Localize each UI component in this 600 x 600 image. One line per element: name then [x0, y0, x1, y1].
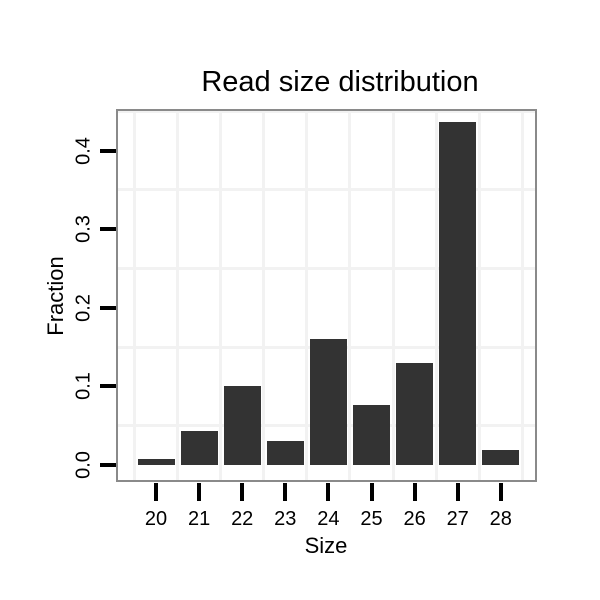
- x-tick-label: 25: [360, 508, 383, 530]
- bar-21: [180, 431, 218, 465]
- y-tick-label: 0.1: [72, 372, 95, 401]
- y-tick-mark: [100, 463, 116, 467]
- x-tick-label: 20: [144, 508, 168, 530]
- y-tick-label: 0.0: [72, 451, 95, 479]
- bar-27: [439, 122, 477, 465]
- x-tick-mark: [369, 483, 374, 501]
- minor-gridline-x: [219, 111, 223, 480]
- y-tick-label: 0.3: [72, 215, 95, 244]
- x-tick-mark: [197, 483, 202, 501]
- minor-gridline-x: [391, 111, 395, 480]
- x-tick-mark: [283, 483, 288, 501]
- plot-panel: [116, 109, 537, 482]
- x-tick-mark: [455, 483, 460, 501]
- y-tick-mark: [100, 384, 116, 389]
- minor-gridline-x: [434, 111, 438, 480]
- minor-gridline-y: [118, 188, 535, 192]
- bar-25: [353, 405, 390, 465]
- minor-gridline-y: [118, 267, 535, 270]
- bar-22: [223, 386, 261, 465]
- y-tick-label: 0.4: [72, 136, 95, 165]
- minor-gridline-x: [305, 111, 309, 480]
- x-tick-label: 26: [403, 508, 426, 530]
- x-tick-mark: [240, 483, 245, 501]
- minor-gridline-x: [348, 111, 352, 480]
- minor-gridline-x: [132, 111, 136, 480]
- bar-26: [396, 362, 434, 465]
- minor-gridline-x: [477, 111, 481, 480]
- x-tick-label: 27: [446, 508, 469, 530]
- minor-gridline-x: [262, 111, 266, 480]
- x-tick-label: 24: [317, 508, 340, 530]
- bar-24: [309, 339, 347, 465]
- y-tick-label: 0.2: [72, 293, 95, 322]
- y-tick-mark: [100, 305, 116, 310]
- x-axis-title: Size: [304, 533, 348, 558]
- chart-title: Read size distribution: [201, 66, 479, 98]
- minor-gridline-y: [118, 109, 535, 113]
- minor-gridline-x: [520, 111, 524, 480]
- x-tick-mark: [326, 483, 331, 501]
- x-tick-mark: [498, 483, 503, 501]
- minor-gridline-x: [176, 111, 180, 480]
- y-tick-mark: [100, 148, 116, 153]
- x-tick-label: 22: [231, 508, 254, 530]
- bar-28: [482, 450, 520, 465]
- x-tick-mark: [154, 483, 158, 501]
- y-tick-mark: [100, 227, 116, 232]
- y-axis-title: Fraction: [43, 256, 68, 336]
- bar-23: [266, 440, 304, 465]
- x-tick-mark: [412, 483, 417, 501]
- bar-20: [137, 458, 175, 465]
- x-tick-label: 23: [274, 508, 297, 530]
- x-tick-label: 28: [489, 508, 512, 530]
- x-tick-label: 21: [187, 508, 211, 530]
